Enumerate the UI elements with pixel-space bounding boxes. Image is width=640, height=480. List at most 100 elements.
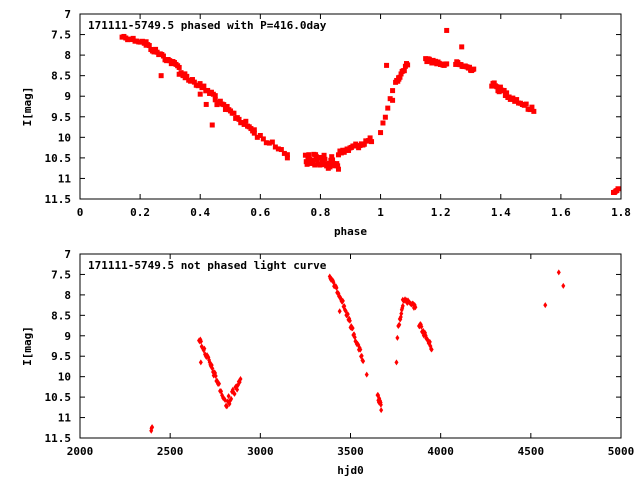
x-tick-label: 5000 bbox=[608, 445, 635, 458]
data-point bbox=[158, 73, 164, 79]
data-point bbox=[543, 302, 548, 309]
data-point bbox=[203, 101, 209, 107]
data-point bbox=[205, 87, 211, 93]
data-point bbox=[384, 62, 390, 68]
x-tick-label: 0.2 bbox=[130, 206, 150, 219]
data-point bbox=[385, 105, 391, 111]
data-point bbox=[615, 186, 621, 192]
data-point bbox=[561, 282, 566, 289]
data-point bbox=[243, 118, 249, 124]
data-point bbox=[378, 130, 384, 136]
chart-title: 171111-5749.5 not phased light curve bbox=[88, 259, 327, 272]
data-point bbox=[330, 157, 336, 163]
x-tick-label: 0 bbox=[77, 206, 84, 219]
x-tick-label: 0.4 bbox=[190, 206, 210, 219]
y-tick-label: 8.5 bbox=[51, 309, 71, 322]
data-point bbox=[272, 144, 278, 150]
data-point bbox=[212, 97, 218, 103]
data-point bbox=[217, 98, 223, 104]
data-point bbox=[380, 120, 386, 126]
phased-light-curve-panel: 7 7.5 8 8.5 9 9.5 10 10.5 11 11.5 0 0.2 0.4 0.6 0.8 1 1.… bbox=[21, 8, 631, 238]
y-tick-label: 7.5 bbox=[51, 29, 71, 42]
data-point bbox=[466, 64, 472, 70]
x-tick-label: 1 bbox=[377, 206, 384, 219]
y-tick-label: 8 bbox=[64, 289, 71, 302]
data-point bbox=[397, 321, 402, 328]
data-point bbox=[197, 91, 203, 97]
y-tick-label: 11.5 bbox=[45, 193, 72, 206]
data-point bbox=[364, 371, 369, 378]
y-tick-label: 10.5 bbox=[45, 391, 72, 404]
data-point bbox=[334, 284, 339, 291]
data-point bbox=[266, 140, 272, 146]
data-point bbox=[497, 84, 503, 90]
data-point bbox=[395, 334, 400, 341]
data-point bbox=[182, 75, 188, 81]
data-point bbox=[257, 132, 263, 138]
data-point bbox=[176, 64, 182, 70]
data-point bbox=[201, 83, 207, 89]
x-tick-label: 4000 bbox=[427, 445, 454, 458]
plot-frame bbox=[79, 253, 622, 439]
data-point bbox=[340, 297, 345, 304]
data-point bbox=[232, 390, 237, 397]
y-tick-label: 9 bbox=[64, 330, 71, 343]
x-tick-label: 2000 bbox=[67, 445, 94, 458]
x-axis-label: phase bbox=[334, 225, 367, 238]
data-point bbox=[327, 164, 333, 170]
data-point bbox=[350, 325, 355, 332]
data-point bbox=[224, 403, 229, 410]
data-point bbox=[471, 66, 477, 72]
data-point bbox=[304, 161, 310, 167]
data-point bbox=[197, 81, 203, 87]
y-tick-label: 9 bbox=[64, 90, 71, 103]
data-point bbox=[429, 346, 434, 353]
data-point bbox=[151, 49, 157, 55]
x-tick-label: 1.6 bbox=[551, 206, 571, 219]
x-axis-label: hjd0 bbox=[337, 464, 364, 477]
x-tick-label: 4500 bbox=[518, 445, 545, 458]
data-point bbox=[275, 146, 281, 152]
data-point bbox=[378, 401, 383, 408]
data-point bbox=[337, 308, 342, 315]
data-point bbox=[529, 104, 535, 110]
data-point bbox=[367, 135, 373, 141]
y-tick-label: 8.5 bbox=[51, 70, 71, 83]
data-point bbox=[382, 114, 388, 120]
data-point bbox=[238, 375, 243, 382]
data-point bbox=[401, 68, 407, 74]
data-series bbox=[119, 27, 621, 195]
y-tick-label: 7.5 bbox=[51, 268, 71, 281]
data-point bbox=[278, 147, 284, 153]
x-tick-label: 1.4 bbox=[491, 206, 511, 219]
y-tick-label: 10 bbox=[58, 371, 71, 384]
x-tick-label: 1.2 bbox=[431, 206, 451, 219]
data-point bbox=[263, 140, 269, 146]
data-point bbox=[444, 27, 450, 33]
data-point bbox=[321, 152, 327, 158]
data-point bbox=[459, 44, 465, 50]
data-point bbox=[338, 150, 344, 156]
data-point bbox=[400, 302, 405, 309]
data-point bbox=[444, 61, 450, 67]
data-point bbox=[241, 121, 247, 127]
data-point bbox=[523, 101, 529, 107]
data-point bbox=[504, 90, 510, 96]
data-point bbox=[514, 97, 520, 103]
data-point bbox=[326, 160, 332, 166]
data-point bbox=[143, 39, 149, 45]
y-tick-label: 7 bbox=[64, 248, 71, 261]
data-point bbox=[347, 317, 352, 324]
data-point bbox=[182, 71, 188, 77]
y-tick-label: 7 bbox=[64, 8, 71, 21]
data-point bbox=[199, 338, 204, 345]
data-point bbox=[366, 138, 372, 144]
data-point bbox=[160, 53, 166, 59]
data-series bbox=[149, 269, 566, 434]
data-point bbox=[390, 88, 396, 94]
y-axis-label: I[mag] bbox=[21, 326, 34, 366]
data-point bbox=[222, 106, 228, 112]
y-tick-label: 11.5 bbox=[45, 432, 72, 445]
data-point bbox=[269, 139, 275, 145]
x-tick-label: 2500 bbox=[157, 445, 184, 458]
